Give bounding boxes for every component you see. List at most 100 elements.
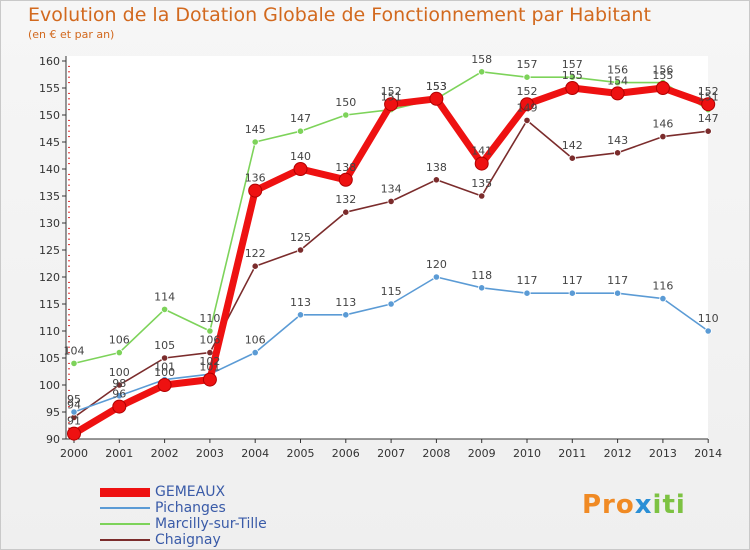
data-point	[613, 289, 622, 297]
y-tick-label: 145	[39, 136, 60, 149]
y-minor-tick	[68, 71, 70, 73]
y-minor-tick	[68, 308, 70, 310]
legend-label: Marcilly-sur-Tille	[155, 516, 267, 532]
data-label: 153	[426, 80, 447, 93]
data-label: 143	[607, 134, 628, 147]
data-label: 145	[245, 123, 266, 136]
data-label: 106	[199, 334, 220, 347]
x-tick-label: 2012	[604, 447, 632, 460]
data-label: 155	[652, 69, 673, 82]
data-point	[613, 149, 622, 157]
y-minor-tick	[68, 238, 70, 240]
y-minor-tick	[68, 76, 70, 78]
y-minor-tick	[68, 125, 70, 127]
y-tick-label: 105	[39, 352, 60, 365]
y-minor-tick	[68, 287, 70, 289]
data-point	[568, 154, 576, 162]
data-label: 152	[698, 85, 719, 98]
x-tick-label: 2013	[649, 447, 677, 460]
y-minor-tick	[68, 65, 70, 67]
data-label: 136	[245, 172, 266, 185]
data-label: 156	[607, 64, 628, 77]
y-minor-tick	[68, 422, 70, 424]
data-label: 106	[109, 334, 130, 347]
chart-subtitle: (en € et par an)	[28, 28, 115, 41]
data-label: 118	[471, 269, 492, 282]
x-tick-label: 2014	[694, 447, 722, 460]
data-label: 157	[517, 58, 538, 71]
y-minor-tick	[68, 244, 70, 246]
data-label: 102	[199, 355, 220, 368]
x-tick-label: 2005	[287, 447, 315, 460]
y-tick-label: 90	[46, 433, 60, 446]
y-minor-tick	[68, 103, 70, 105]
data-label: 96	[112, 388, 126, 401]
data-label: 91	[67, 415, 81, 428]
data-label: 138	[335, 161, 356, 174]
data-point	[478, 192, 486, 200]
y-minor-tick	[68, 352, 70, 354]
chart-legend: GEMEAUX Pichanges Marcilly-sur-Tille Chaign…	[100, 484, 267, 548]
data-label: 157	[562, 58, 583, 71]
y-minor-tick	[68, 211, 70, 213]
data-label: 151	[698, 91, 719, 104]
data-point	[704, 327, 712, 335]
y-tick-label: 110	[39, 325, 60, 338]
data-point	[523, 116, 531, 125]
data-label: 114	[154, 290, 175, 303]
data-label: 125	[290, 231, 311, 244]
y-minor-tick	[68, 427, 70, 429]
data-label: 150	[335, 96, 356, 109]
y-minor-tick	[68, 292, 70, 294]
data-point	[704, 127, 712, 135]
data-point	[161, 354, 169, 362]
y-minor-tick	[68, 227, 70, 229]
y-tick-label: 115	[39, 298, 60, 311]
y-tick-label: 120	[39, 271, 60, 284]
data-label: 94	[67, 398, 81, 411]
y-minor-tick	[68, 98, 70, 100]
legend-item: Pichanges	[100, 500, 267, 516]
y-tick-label: 140	[39, 163, 60, 176]
x-tick-label: 2011	[558, 447, 586, 460]
x-tick-label: 2010	[513, 447, 541, 460]
data-label: 98	[112, 377, 126, 390]
data-label: 110	[698, 312, 719, 325]
x-tick-label: 2002	[151, 447, 179, 460]
legend-label: GEMEAUX	[155, 484, 226, 500]
x-tick-label: 2003	[196, 447, 224, 460]
data-label: 117	[607, 274, 628, 287]
data-point	[70, 359, 78, 367]
data-point	[432, 273, 440, 281]
data-point	[115, 392, 123, 400]
y-minor-tick	[68, 341, 70, 343]
legend-label: Pichanges	[155, 500, 226, 516]
y-minor-tick	[68, 206, 70, 208]
data-label: 105	[154, 339, 175, 352]
data-label: 134	[381, 182, 402, 195]
data-label: 141	[471, 145, 492, 158]
x-tick-label: 2001	[105, 447, 133, 460]
data-label: 120	[426, 258, 447, 271]
legend-swatch	[100, 539, 150, 541]
y-tick-label: 135	[39, 190, 60, 203]
plot-area	[66, 56, 708, 439]
data-label: 151	[381, 91, 402, 104]
y-minor-tick	[68, 379, 70, 381]
x-tick-label: 2008	[422, 447, 450, 460]
data-point	[70, 408, 78, 416]
data-label: 142	[562, 139, 583, 152]
data-label: 104	[64, 344, 85, 357]
data-point	[342, 208, 350, 216]
data-label: 158	[471, 53, 492, 66]
data-label: 106	[245, 334, 266, 347]
data-point	[659, 133, 667, 141]
data-label: 140	[290, 150, 311, 163]
data-point	[387, 197, 395, 205]
y-minor-tick	[68, 82, 70, 84]
y-minor-tick	[68, 130, 70, 132]
data-point	[655, 81, 670, 95]
data-point	[293, 162, 308, 176]
legend-swatch	[100, 507, 150, 509]
